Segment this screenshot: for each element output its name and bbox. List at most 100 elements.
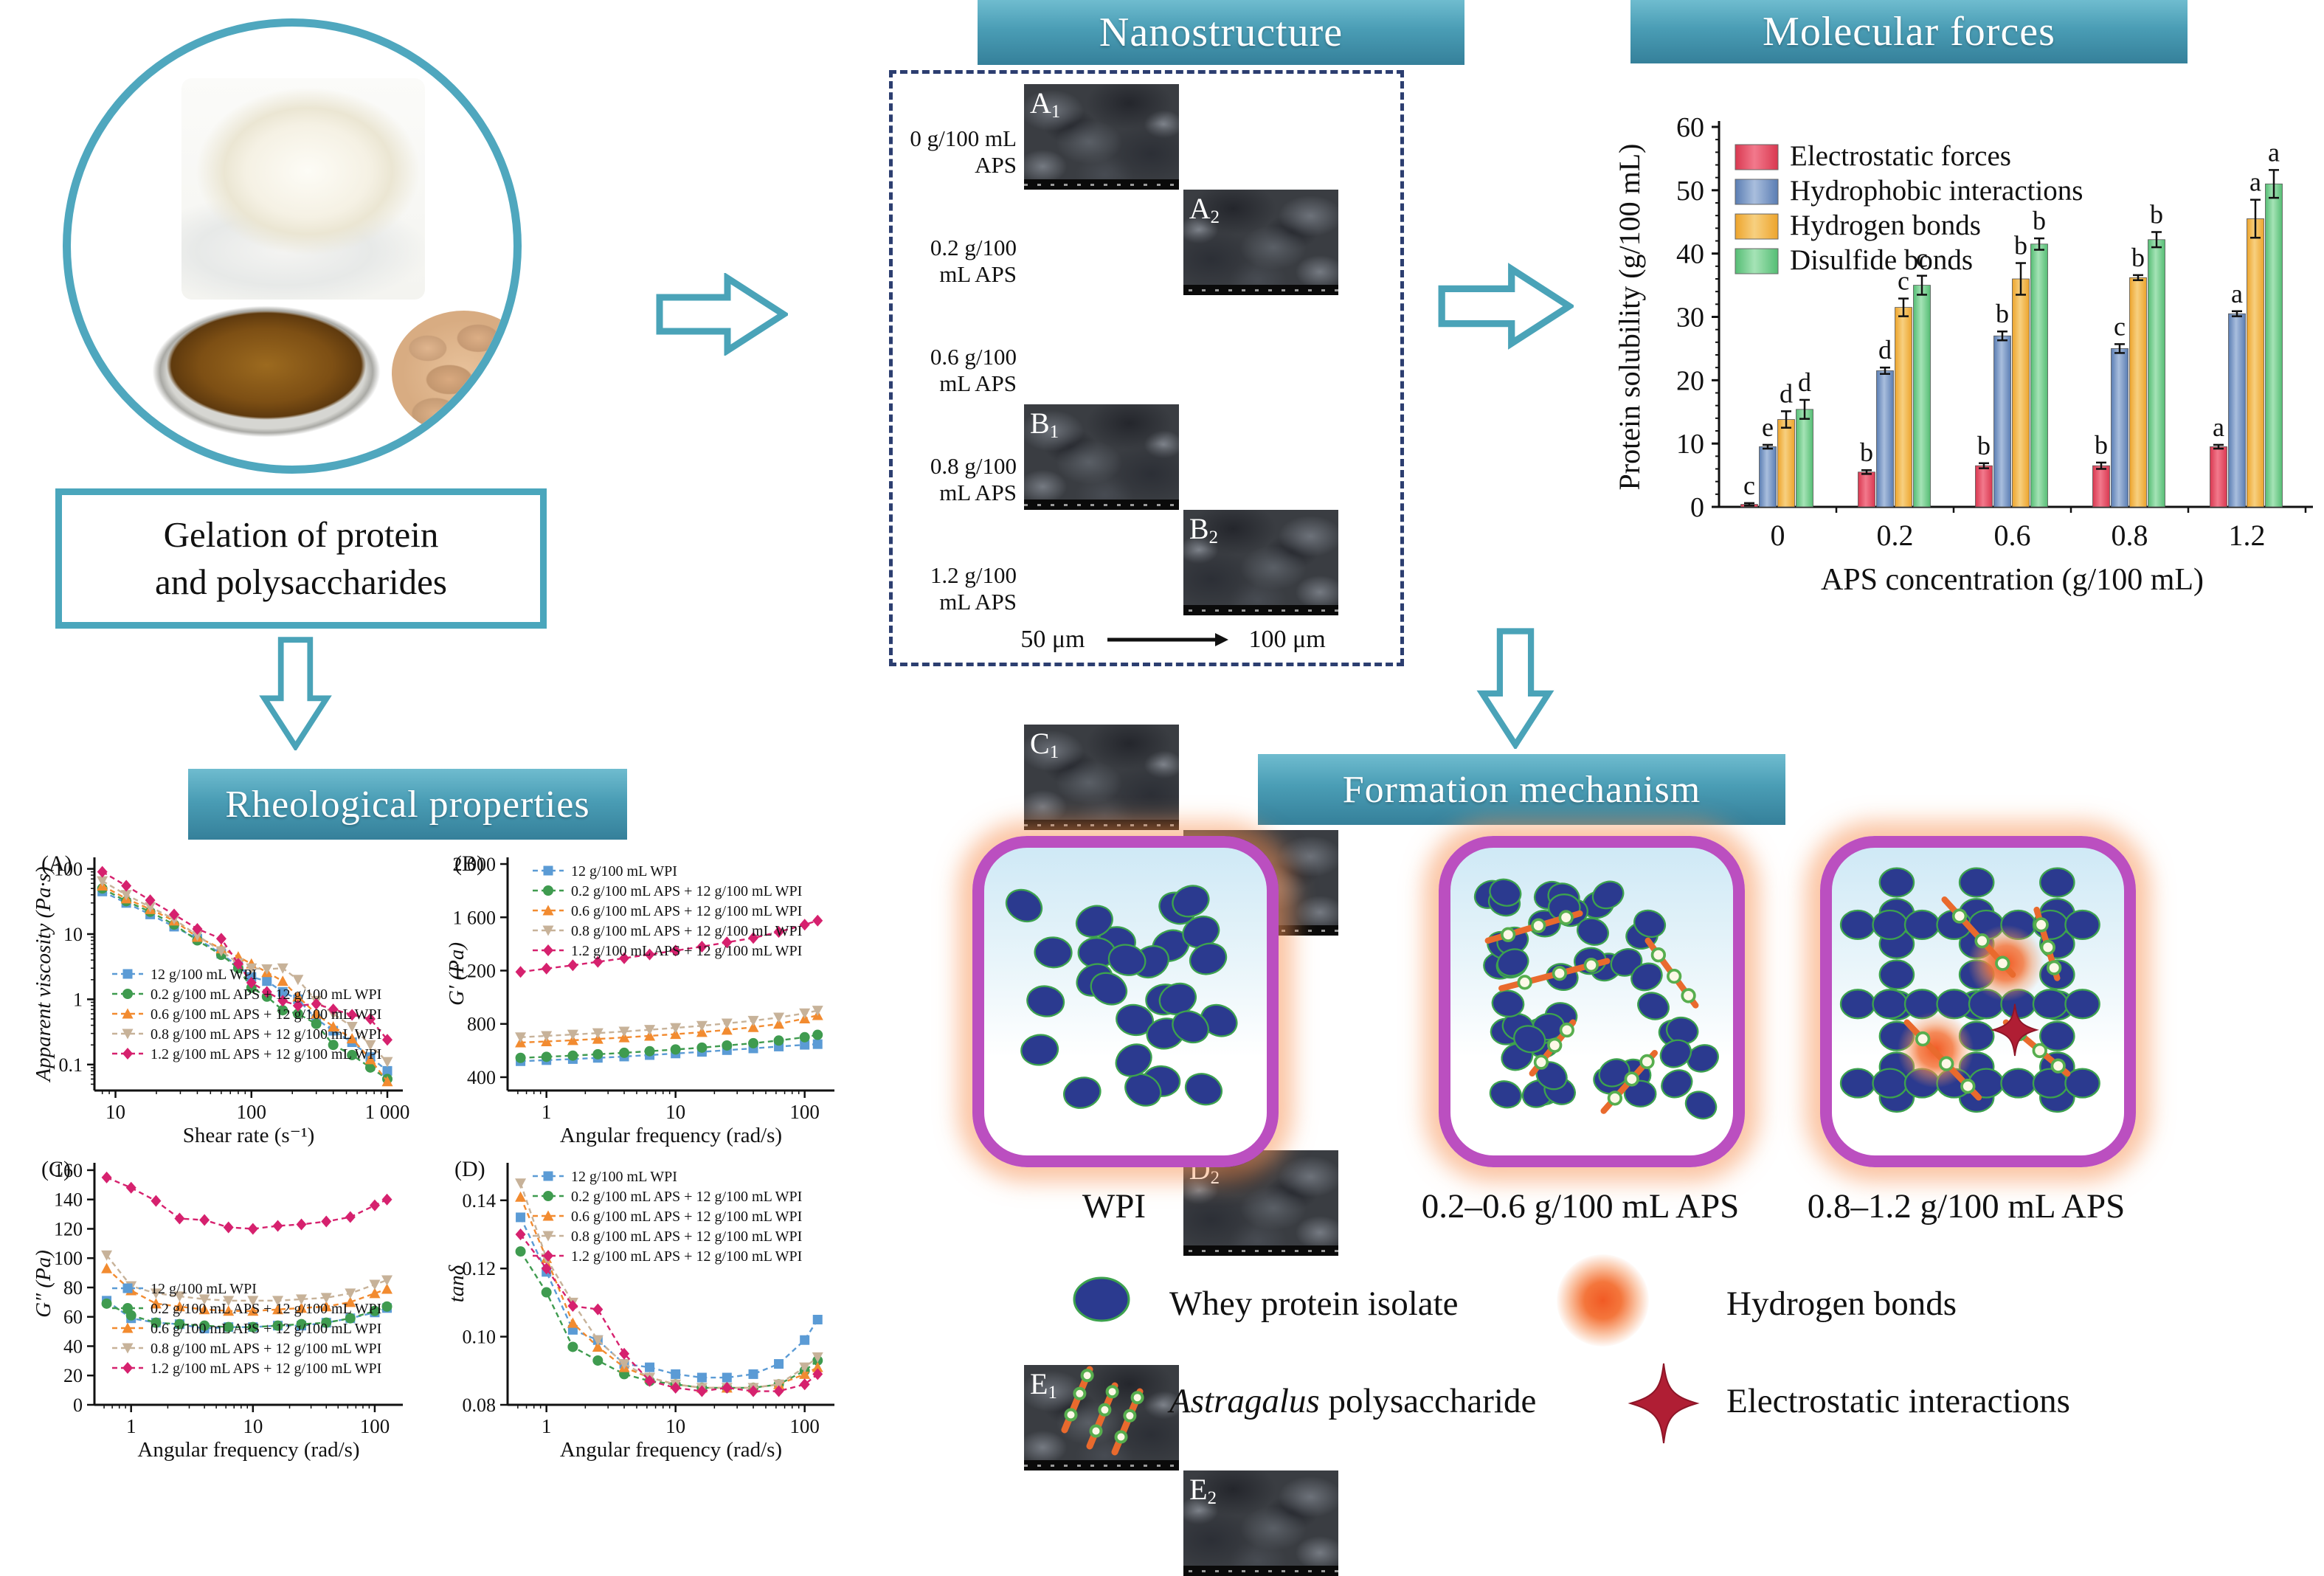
storage-modulus-chart: 1 10 100 400 800 1 200 1 600 2 000 Angular frequ… xyxy=(445,851,834,1147)
banner-nanostructure: Nanostructure xyxy=(978,0,1464,65)
sem-metadata-bar xyxy=(1183,605,1338,615)
svg-text:Angular frequency (rad/s): Angular frequency (rad/s) xyxy=(137,1438,359,1461)
svg-text:(B): (B) xyxy=(454,851,484,876)
svg-text:20: 20 xyxy=(1676,365,1704,396)
svg-text:0.2 g/100 mL APS + 12 g/100 mL: 0.2 g/100 mL APS + 12 g/100 mL WPI xyxy=(151,986,381,1003)
gelation-caption-box: Gelation of protein and polysaccharides xyxy=(55,488,547,629)
svg-text:e: e xyxy=(1762,412,1774,442)
svg-text:400: 400 xyxy=(467,1067,496,1088)
svg-text:0.6 g/100 mL APS + 12 g/100 mL: 0.6 g/100 mL APS + 12 g/100 mL WPI xyxy=(571,903,802,919)
svg-text:140: 140 xyxy=(54,1189,83,1211)
axes: 1 10 100 400 800 1 200 1 600 2 000 Angular frequ… xyxy=(445,851,834,1147)
svg-text:G″ (Pa): G″ (Pa) xyxy=(32,1250,55,1318)
svg-text:d: d xyxy=(1878,335,1892,364)
banner-rheological: Rheological properties xyxy=(188,769,627,840)
svg-text:1 200: 1 200 xyxy=(453,960,497,981)
bar xyxy=(2210,446,2227,508)
svg-text:b: b xyxy=(2014,231,2027,260)
svg-text:a: a xyxy=(2231,279,2243,308)
svg-text:Electrostatic forces: Electrostatic forces xyxy=(1790,140,2011,172)
svg-text:(D): (D) xyxy=(454,1157,485,1181)
sem-image-B2: B2 xyxy=(1183,510,1338,615)
svg-text:c: c xyxy=(2114,311,2126,341)
sem-scale-left: 50 μm xyxy=(1020,626,1085,653)
svg-text:0.2: 0.2 xyxy=(1877,519,1914,552)
svg-text:c: c xyxy=(1916,243,1928,273)
sem-image-A2: A2 xyxy=(1183,190,1338,295)
svg-text:100: 100 xyxy=(54,859,83,880)
svg-text:a: a xyxy=(2268,137,2280,167)
svg-text:Hydrophobic interactions: Hydrophobic interactions xyxy=(1790,175,2083,207)
svg-text:10: 10 xyxy=(63,924,83,945)
astragalus-root-slices-photo xyxy=(392,311,513,436)
svg-text:0.6: 0.6 xyxy=(1994,519,2031,552)
svg-text:0.08: 0.08 xyxy=(463,1394,497,1416)
bar xyxy=(2148,239,2165,508)
svg-text:a: a xyxy=(2249,167,2261,197)
nanostructure-panel: 0 g/100 mL APS A1 A2 0.2 g/100 mL APS B1 B2 0.… xyxy=(889,70,1404,1576)
svg-text:d: d xyxy=(1798,367,1811,397)
sem-image-label: E1 xyxy=(1030,1367,1057,1403)
svg-text:1.2 g/100 mL APS + 12 g/100 mL: 1.2 g/100 mL APS + 12 g/100 mL WPI xyxy=(571,1248,802,1265)
flow-arrow-down-right-icon xyxy=(1476,628,1554,749)
svg-text:1: 1 xyxy=(542,1101,552,1123)
sem-image-label: A1 xyxy=(1030,86,1061,122)
source-ingredients-circle xyxy=(63,18,522,474)
legend-aps-label: Astragalus polysaccharide xyxy=(1169,1382,1537,1420)
series-diamond xyxy=(101,1171,392,1235)
svg-text:Disulfide bonds: Disulfide bonds xyxy=(1790,244,1973,276)
bar xyxy=(2012,278,2030,508)
sem-scale-right: 100 μm xyxy=(1248,626,1326,653)
bar xyxy=(2228,313,2246,508)
legend-hydrogen-label: Hydrogen bonds xyxy=(1726,1285,1957,1323)
formation-panel-low-aps-art xyxy=(1473,878,1719,1120)
bar xyxy=(2030,243,2048,508)
svg-text:0.8 g/100 mL APS + 12 g/100 mL: 0.8 g/100 mL APS + 12 g/100 mL WPI xyxy=(151,1026,381,1043)
axes: 1 10 100 0.08 0.10 0.12 0.14 Angular frequency … xyxy=(445,1157,834,1461)
svg-text:1: 1 xyxy=(73,989,83,1010)
formation-panel-wpi xyxy=(972,836,1279,1167)
bar xyxy=(1913,285,1931,508)
svg-text:b: b xyxy=(2095,430,2108,460)
svg-text:Protein solubility (g/100 mL): Protein solubility (g/100 mL) xyxy=(1613,144,1646,491)
bar xyxy=(1777,419,1795,508)
bar xyxy=(1759,446,1777,508)
svg-text:0.8 g/100 mL APS + 12 g/100 mL: 0.8 g/100 mL APS + 12 g/100 mL WPI xyxy=(571,1228,802,1245)
sem-row-label: 0.8 g/100 mL APS xyxy=(930,453,1017,505)
sem-metadata-bar xyxy=(1183,1245,1338,1256)
flow-arrow-right-2-icon xyxy=(1438,263,1574,350)
svg-text:b: b xyxy=(2033,206,2046,235)
svg-text:50: 50 xyxy=(1676,176,1704,207)
svg-text:1.2 g/100 mL APS + 12 g/100 mL: 1.2 g/100 mL APS + 12 g/100 mL WPI xyxy=(151,1361,381,1377)
sem-image-C1: C1 xyxy=(1024,725,1179,830)
series-triangle-down xyxy=(515,1006,823,1043)
svg-text:2 000: 2 000 xyxy=(453,854,497,875)
sem-image-label: B1 xyxy=(1030,407,1059,443)
bar xyxy=(2111,348,2128,508)
series-diamond xyxy=(97,865,393,1046)
bar xyxy=(1993,335,2011,508)
svg-text:12 g/100 mL WPI: 12 g/100 mL WPI xyxy=(151,1281,257,1297)
svg-text:60: 60 xyxy=(1676,112,1704,143)
svg-text:APS concentration (g/100 mL): APS concentration (g/100 mL) xyxy=(1821,563,2204,597)
svg-text:d: d xyxy=(1780,379,1793,408)
series-diamond xyxy=(515,914,823,978)
electrostatic-star-icon xyxy=(1628,1363,1700,1444)
svg-text:1 600: 1 600 xyxy=(453,907,497,928)
svg-text:120: 120 xyxy=(54,1218,83,1240)
series-circle xyxy=(515,1029,823,1063)
svg-text:1.2 g/100 mL APS + 12 g/100 mL: 1.2 g/100 mL APS + 12 g/100 mL WPI xyxy=(151,1046,381,1062)
svg-text:0: 0 xyxy=(73,1394,83,1416)
svg-text:0.1: 0.1 xyxy=(59,1054,83,1076)
series-diamond xyxy=(515,1228,823,1397)
aps-chains xyxy=(1484,910,1699,1114)
hydrogen-bond-icon xyxy=(1557,1254,1649,1347)
svg-text:b: b xyxy=(2150,199,2163,229)
bar xyxy=(1895,307,1912,508)
legend: 12 g/100 mL WPI 0.2 g/100 mL APS + 12 g/1… xyxy=(533,863,802,959)
sem-metadata-bar xyxy=(1024,820,1179,830)
svg-text:40: 40 xyxy=(1676,239,1704,270)
sem-image-label: A2 xyxy=(1189,192,1220,228)
sem-row-label: 0.6 g/100 mL APS xyxy=(930,344,1017,396)
series-circle xyxy=(515,1246,823,1393)
